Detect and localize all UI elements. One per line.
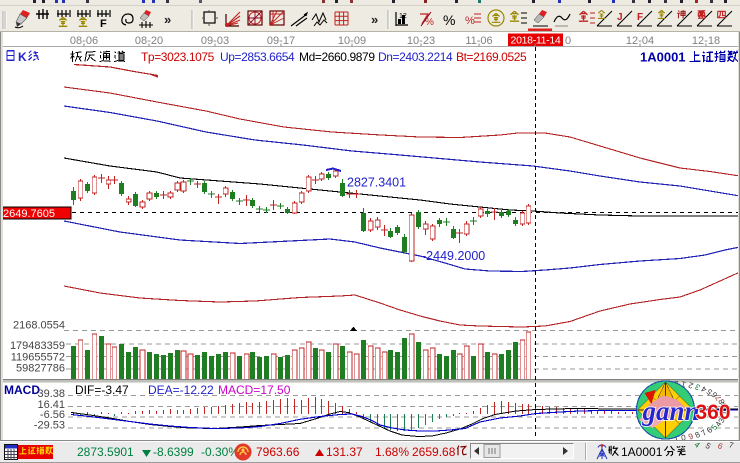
svg-text:4: 4 (694, 440, 702, 450)
svg-text:10-09: 10-09 (338, 35, 366, 47)
svg-text:2649.7605: 2649.7605 (3, 208, 55, 220)
svg-text:DEA=-12.22: DEA=-12.22 (148, 383, 214, 397)
svg-text:1: 1 (673, 434, 679, 443)
svg-text:%: % (443, 12, 455, 28)
svg-text:8: 8 (693, 430, 702, 440)
svg-text:2827.3401: 2827.3401 (347, 176, 406, 190)
svg-text:7: 7 (699, 428, 708, 438)
svg-text:119655572: 119655572 (11, 352, 65, 364)
svg-text:gann: gann (642, 396, 700, 426)
svg-text:-29.53: -29.53 (34, 420, 65, 432)
svg-text:08-06: 08-06 (70, 35, 98, 47)
svg-text:5: 5 (704, 387, 714, 397)
svg-text:8: 8 (717, 397, 727, 405)
svg-text:Bt=2169.0525: Bt=2169.0525 (456, 50, 527, 64)
svg-text:Md=2660.9879: Md=2660.9879 (299, 50, 375, 64)
svg-text:59827786: 59827786 (16, 363, 65, 375)
svg-text:2168.0554: 2168.0554 (13, 320, 65, 332)
svg-text:%: % (425, 17, 434, 28)
svg-text:7: 7 (728, 440, 735, 450)
svg-text:10-23: 10-23 (407, 35, 435, 47)
svg-text:Dn=2403.2214: Dn=2403.2214 (378, 50, 453, 64)
svg-text:-2449.2000: -2449.2000 (422, 249, 485, 263)
svg-text:16.41: 16.41 (37, 399, 65, 411)
svg-text:-6.56: -6.56 (40, 409, 65, 421)
svg-text:1: 1 (680, 379, 687, 389)
svg-text:2: 2 (687, 380, 695, 390)
svg-text:F: F (100, 18, 107, 30)
svg-text:360: 360 (696, 401, 731, 424)
svg-text:»: » (164, 12, 171, 27)
svg-text:7: 7 (713, 393, 723, 402)
svg-text:9: 9 (719, 402, 729, 409)
svg-text:»: » (371, 12, 378, 27)
svg-text:5: 5 (710, 422, 720, 431)
svg-text:4: 4 (699, 384, 708, 394)
svg-text:09-03: 09-03 (201, 35, 229, 47)
svg-text:K: K (18, 50, 27, 64)
svg-text:%: % (465, 15, 475, 27)
svg-text:09-17: 09-17 (267, 35, 295, 47)
svg-text:F: F (637, 12, 643, 23)
svg-text:6: 6 (716, 441, 724, 450)
svg-text:1A0001: 1A0001 (640, 50, 686, 65)
svg-text:0: 0 (680, 433, 687, 443)
svg-text:Tp=3023.1075: Tp=3023.1075 (141, 50, 215, 64)
svg-text:Up=2853.6654: Up=2853.6654 (220, 50, 295, 64)
svg-text:9: 9 (687, 431, 695, 441)
svg-text:2: 2 (719, 413, 729, 420)
svg-text:12-18: 12-18 (692, 35, 720, 47)
svg-text:11-06: 11-06 (465, 35, 492, 47)
svg-text:08-20: 08-20 (135, 35, 163, 47)
svg-text:39.38: 39.38 (37, 388, 65, 400)
svg-text:J: J (617, 12, 623, 23)
svg-text:3: 3 (717, 416, 727, 424)
svg-text:0: 0 (565, 35, 571, 47)
svg-text:179483359: 179483359 (10, 340, 65, 352)
svg-text:0: 0 (720, 406, 729, 412)
svg-text:12-04: 12-04 (626, 35, 654, 47)
svg-text:1A0001: 1A0001 (621, 445, 663, 459)
svg-text:6: 6 (709, 390, 719, 399)
svg-text:2018-11-14: 2018-11-14 (511, 35, 561, 47)
svg-text:4: 4 (714, 420, 724, 429)
svg-text:MACD: MACD (4, 383, 40, 397)
svg-text:MACD=17.50: MACD=17.50 (218, 383, 291, 397)
svg-text:6: 6 (705, 425, 715, 435)
svg-text:12: 12 (399, 13, 407, 20)
svg-text:5: 5 (704, 441, 713, 450)
svg-text:DIF=-3.47: DIF=-3.47 (75, 383, 129, 397)
svg-text:1: 1 (720, 410, 729, 416)
svg-text:3: 3 (693, 382, 702, 392)
